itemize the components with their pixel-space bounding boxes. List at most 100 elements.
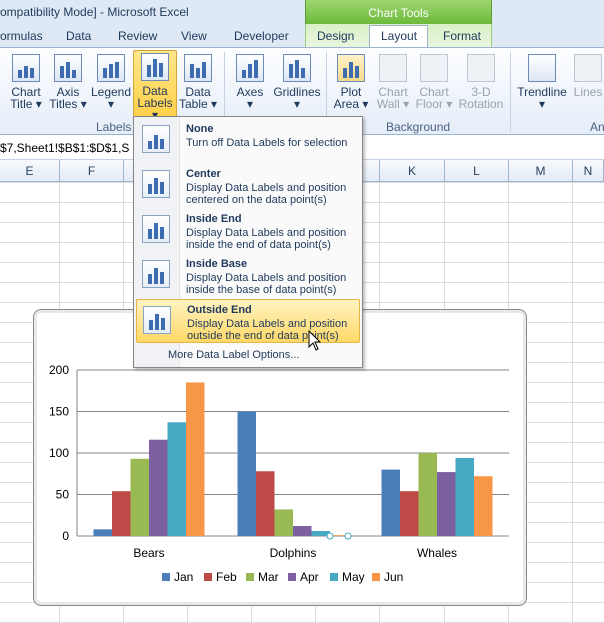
axis-titles-label: Axis bbox=[56, 85, 80, 99]
3d-rotation-icon bbox=[467, 54, 495, 82]
column-header[interactable]: K bbox=[380, 160, 445, 182]
y-tick-label: 200 bbox=[49, 363, 69, 377]
menu-item-title: None bbox=[186, 123, 214, 135]
chart-floor-icon bbox=[420, 54, 448, 82]
trendline-label: Trendline bbox=[517, 85, 567, 99]
outside-end-labels-icon bbox=[143, 306, 171, 334]
x-category-label: Bears bbox=[133, 546, 164, 560]
tab-developer[interactable]: Developer bbox=[234, 29, 289, 43]
none-labels-icon bbox=[142, 125, 170, 153]
trendline-button[interactable]: Trendline ▾ bbox=[514, 52, 570, 118]
chart-svg: 0 50 100 150 200 Bears Dolphins Whales Jan Feb Mar… bbox=[49, 363, 509, 584]
data-table-button[interactable]: Data Table ▾ bbox=[178, 52, 218, 118]
bar bbox=[381, 469, 400, 536]
data-labels-menu: None Turn off Data Labels for selection … bbox=[133, 116, 363, 368]
background-group-label: Background bbox=[386, 120, 451, 134]
bar bbox=[93, 529, 112, 536]
x-category-label: Dolphins bbox=[270, 546, 317, 560]
chart-tools-label: Chart Tools bbox=[368, 6, 429, 20]
plot-area-icon bbox=[337, 54, 365, 82]
bar bbox=[418, 453, 437, 536]
group-separator bbox=[224, 52, 225, 132]
bar bbox=[237, 411, 256, 536]
axis-titles-label2: Titles ▾ bbox=[49, 97, 87, 111]
column-header[interactable]: N bbox=[573, 160, 604, 182]
y-tick-label: 100 bbox=[49, 446, 69, 460]
menu-item-inside-end[interactable]: Inside End Display Data Labels and posit… bbox=[136, 209, 360, 253]
chart-wall-button[interactable]: Chart Wall ▾ bbox=[374, 52, 412, 118]
gridlines-button[interactable]: Gridlines ▾ bbox=[272, 52, 322, 118]
lines-button[interactable]: Lines bbox=[572, 52, 604, 118]
axes-button[interactable]: Axes ▾ bbox=[230, 52, 270, 118]
chart-floor-label: Chart bbox=[419, 85, 449, 99]
bar bbox=[130, 458, 149, 536]
column-header[interactable]: L bbox=[445, 160, 509, 182]
plot-area-button[interactable]: Plot Area ▾ bbox=[332, 52, 370, 118]
legend-label: Legend bbox=[90, 85, 132, 99]
column-header[interactable]: E bbox=[0, 160, 60, 182]
legend-swatch bbox=[372, 573, 380, 581]
3d-rotation-label2: Rotation bbox=[458, 97, 504, 111]
chart-title-button[interactable]: Chart Title ▾ bbox=[6, 52, 46, 118]
tab-data[interactable]: Data bbox=[66, 29, 92, 43]
menu-item-desc: Display Data Labels and position outside… bbox=[187, 318, 348, 342]
bar bbox=[167, 422, 186, 536]
menu-item-title: Inside End bbox=[186, 213, 242, 225]
menu-item-none[interactable]: None Turn off Data Labels for selection bbox=[136, 119, 360, 163]
y-tick-label: 150 bbox=[49, 405, 69, 419]
menu-item-desc: Turn off Data Labels for selection bbox=[186, 137, 348, 149]
bar bbox=[400, 491, 419, 536]
axis-titles-icon bbox=[54, 54, 82, 82]
tab-formulas[interactable]: ormulas bbox=[0, 29, 43, 43]
legend-swatch bbox=[162, 573, 170, 581]
lines-label: Lines bbox=[573, 85, 603, 99]
3d-rotation-button[interactable]: 3-D Rotation bbox=[456, 52, 506, 118]
data-labels-button[interactable]: Data Labels ▾ bbox=[133, 50, 177, 121]
chart-title-icon bbox=[12, 54, 40, 82]
chart-floor-button[interactable]: Chart Floor ▾ bbox=[414, 52, 454, 118]
data-table-icon bbox=[184, 54, 212, 82]
gridlines-icon bbox=[283, 54, 311, 82]
chart-floor-label2: Floor ▾ bbox=[415, 97, 453, 111]
bar bbox=[330, 535, 349, 536]
grid-line bbox=[572, 182, 573, 623]
x-category-label: Whales bbox=[417, 546, 457, 560]
trendline-icon bbox=[528, 54, 556, 82]
menu-item-center[interactable]: Center Display Data Labels and position … bbox=[136, 164, 360, 208]
legend-button[interactable]: Legend ▾ bbox=[90, 52, 132, 118]
analysis-group-label: An bbox=[590, 120, 604, 134]
axes-label: Axes bbox=[236, 85, 264, 99]
group-separator bbox=[326, 52, 327, 132]
menu-item-desc: Display Data Labels and position centere… bbox=[186, 182, 347, 206]
tab-layout[interactable]: Layout bbox=[381, 29, 418, 43]
bar bbox=[186, 382, 205, 536]
active-tab-highlight bbox=[369, 25, 428, 49]
legend-label: Feb bbox=[216, 570, 237, 584]
tab-design[interactable]: Design bbox=[317, 29, 355, 43]
axis-titles-button[interactable]: Axis Titles ▾ bbox=[48, 52, 88, 118]
menu-item-outside-end[interactable]: Outside End Display Data Labels and posi… bbox=[136, 299, 360, 343]
legend-swatch bbox=[204, 573, 212, 581]
legend-label: Apr bbox=[300, 570, 319, 584]
legend-label: May bbox=[342, 570, 365, 584]
inside-end-labels-icon bbox=[142, 215, 170, 243]
axes-label2: ▾ bbox=[246, 97, 254, 111]
legend-swatch bbox=[330, 573, 338, 581]
menu-item-desc: Display Data Labels and position inside … bbox=[186, 272, 347, 296]
column-header[interactable]: F bbox=[60, 160, 124, 182]
chart-tools-header: Chart Tools bbox=[305, 0, 492, 24]
ribbon-tab-row bbox=[0, 24, 604, 48]
data-labels-icon bbox=[141, 53, 169, 81]
menu-item-inside-base[interactable]: Inside Base Display Data Labels and posi… bbox=[136, 254, 360, 298]
legend-label: Mar bbox=[258, 570, 279, 584]
selection-handle bbox=[344, 532, 352, 540]
bar bbox=[293, 526, 312, 536]
tab-review[interactable]: Review bbox=[118, 29, 158, 43]
column-header[interactable]: M bbox=[509, 160, 573, 182]
chart-wall-label2: Wall ▾ bbox=[376, 97, 410, 111]
more-data-label-options[interactable]: More Data Label Options... bbox=[168, 349, 300, 361]
tab-view[interactable]: View bbox=[181, 29, 207, 43]
tab-format[interactable]: Format bbox=[443, 29, 482, 43]
plot-area-label2: Area ▾ bbox=[333, 97, 369, 111]
title-bar: ompatibility Mode] - Microsoft Excel bbox=[0, 0, 604, 24]
